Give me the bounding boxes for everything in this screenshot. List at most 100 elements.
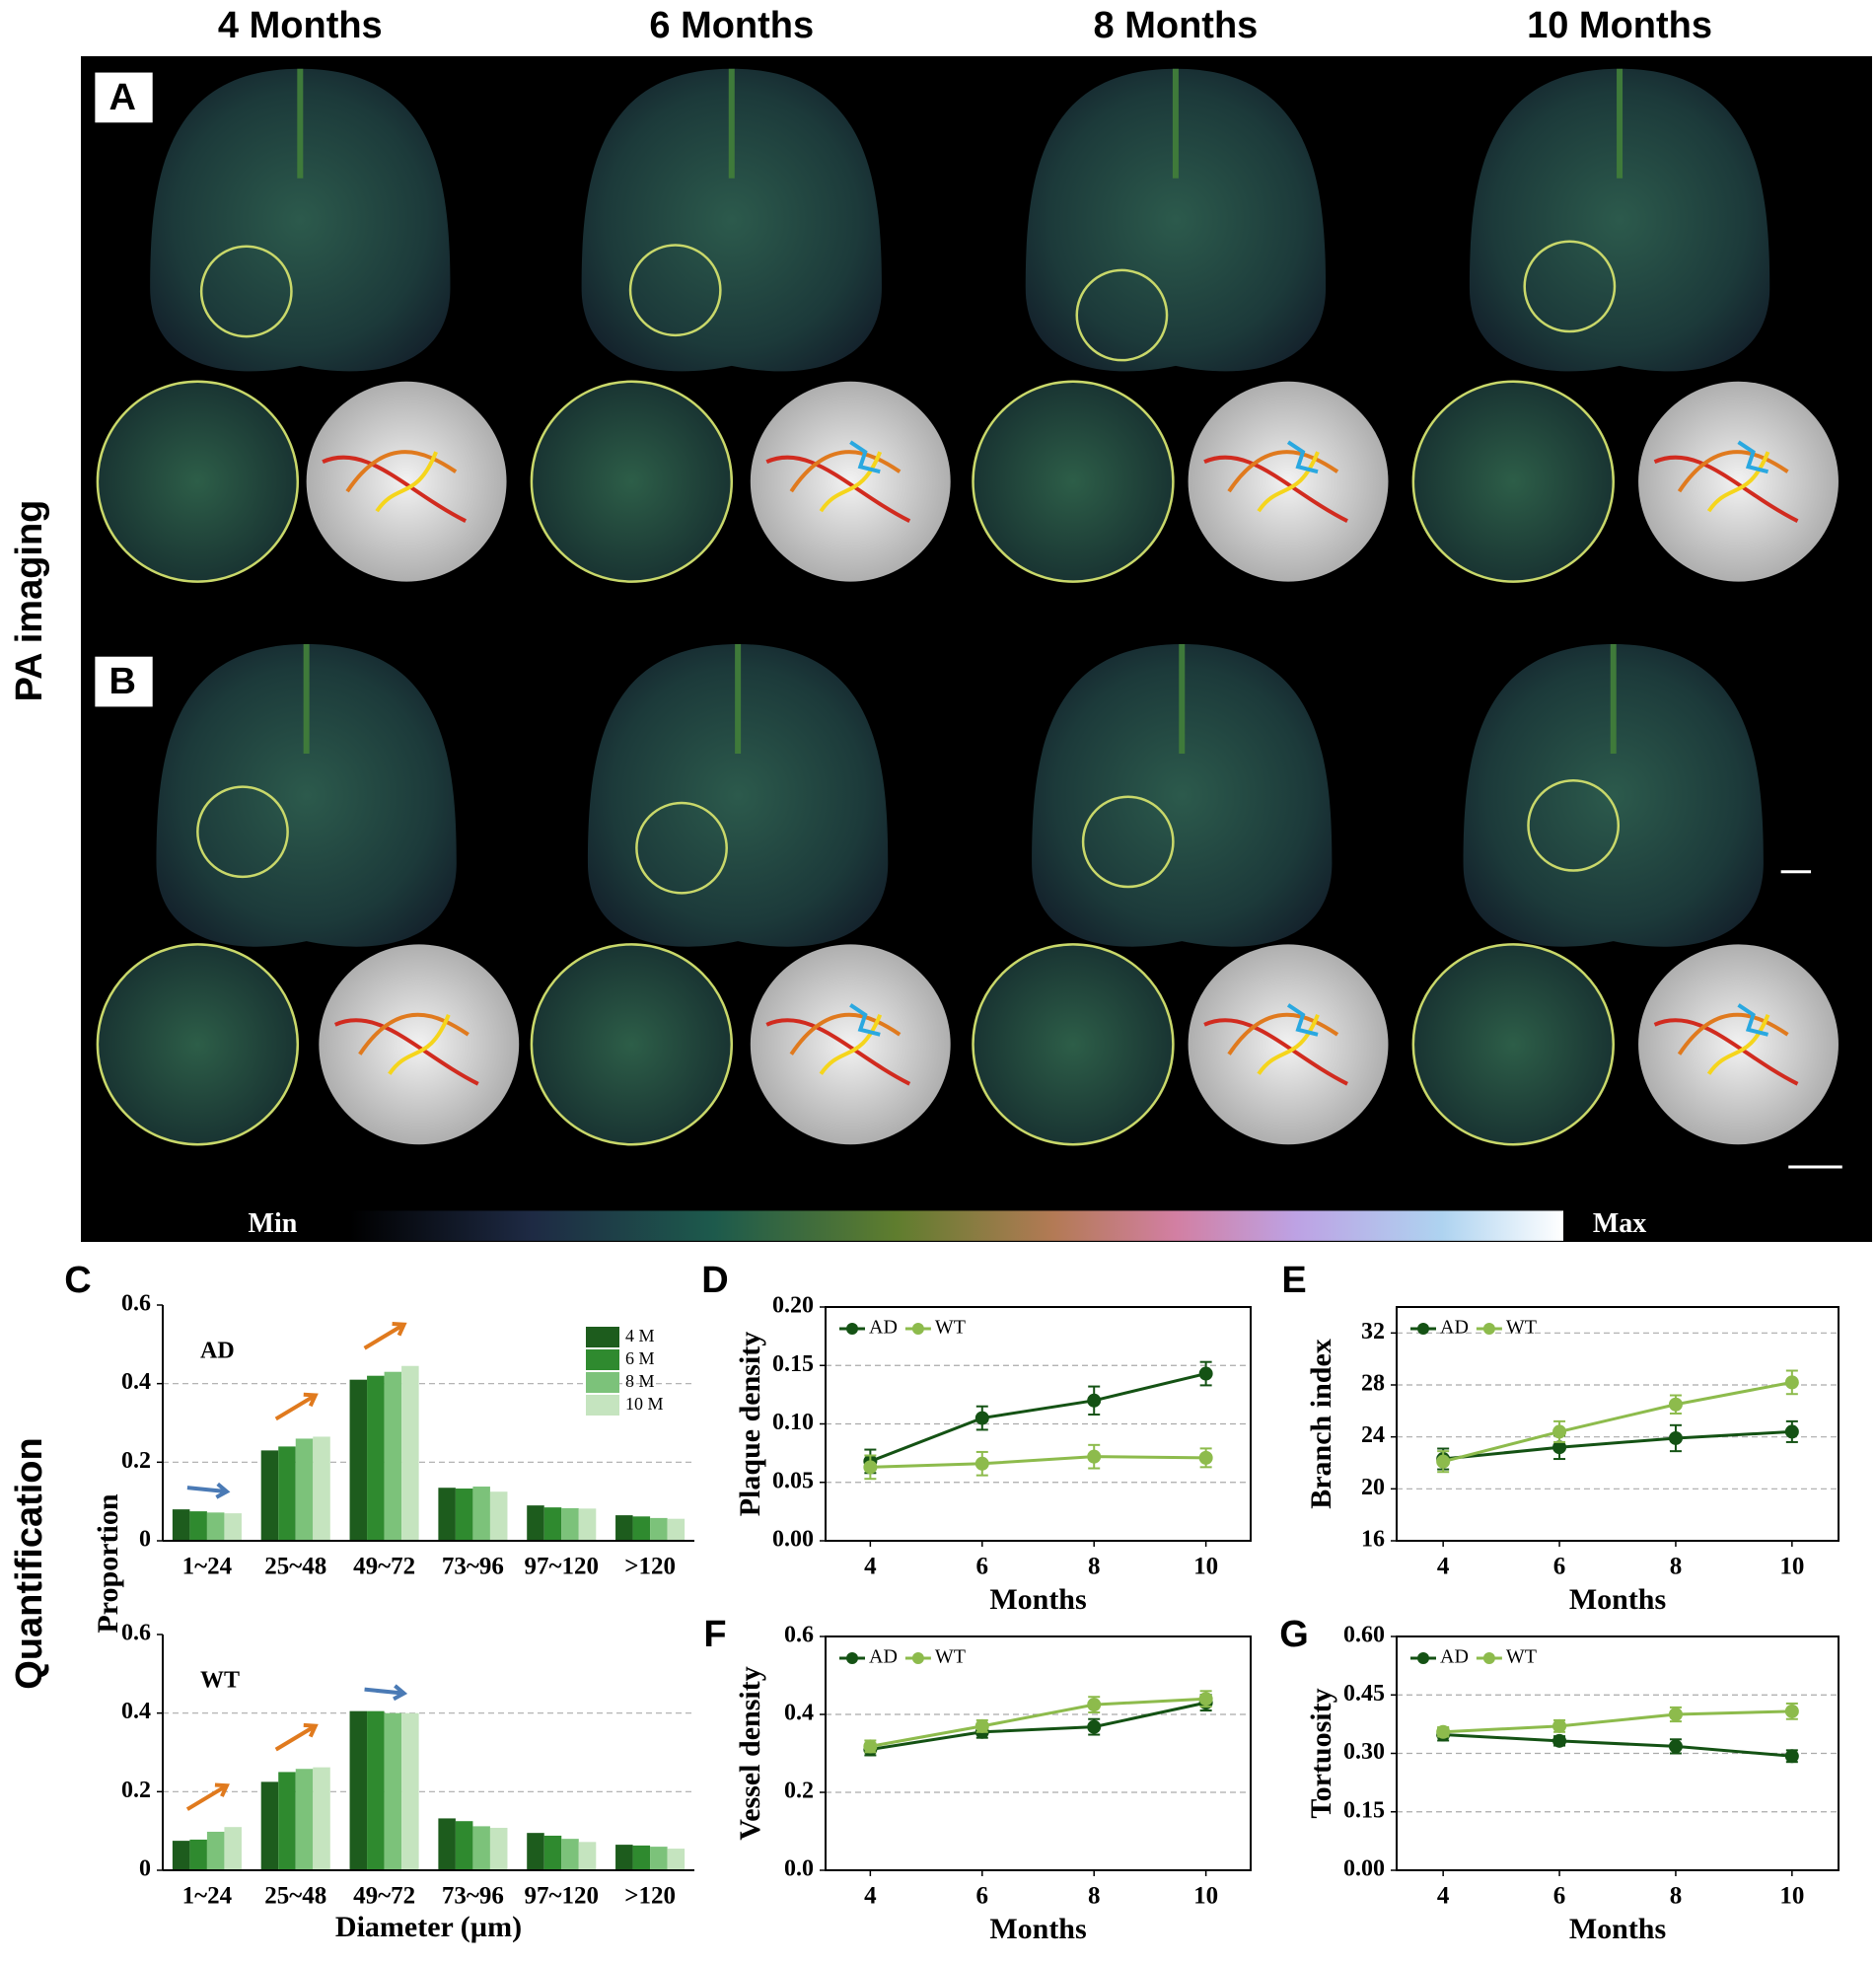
- pa-zoom: [530, 943, 734, 1146]
- vessel-trace: [1706, 451, 1770, 513]
- roi-circle: [196, 785, 289, 879]
- trend-arrow: [185, 1783, 228, 1811]
- vessel-trace: [765, 1018, 911, 1086]
- legend-marker: [1482, 1652, 1495, 1664]
- bar: [561, 1507, 579, 1541]
- bar: [472, 1487, 490, 1541]
- point: [1087, 1449, 1102, 1464]
- point: [1668, 1430, 1683, 1445]
- y-tick-label: 0.4: [784, 1701, 814, 1726]
- roi-circle: [1527, 778, 1621, 872]
- trend-arrow-head: [303, 1722, 319, 1738]
- bar: [260, 1450, 279, 1541]
- x-tick-label: 8: [1670, 1554, 1683, 1580]
- y-tick-label: 0.15: [772, 1351, 814, 1377]
- y-tick-label: 0.6: [121, 1291, 151, 1317]
- pa-zoom: [96, 380, 300, 583]
- x-tick-label: 10: [1193, 1883, 1218, 1910]
- point: [1436, 1724, 1451, 1739]
- vessel-trace: [358, 1012, 469, 1055]
- y-tick-label: 0.4: [121, 1699, 151, 1724]
- y-tick-label: 0.05: [772, 1468, 814, 1493]
- bar: [472, 1826, 490, 1870]
- y-tick-label: 20: [1361, 1475, 1385, 1500]
- trend-arrow: [186, 1486, 228, 1494]
- x-tick-label: 6: [976, 1554, 989, 1580]
- series-line: [1443, 1429, 1792, 1461]
- brain-image: [1469, 68, 1770, 372]
- bar: [667, 1849, 685, 1870]
- trend-arrow: [274, 1723, 317, 1752]
- bar: [489, 1491, 508, 1541]
- trend-arrow-head: [393, 1684, 408, 1702]
- imaging-layout: A B Min Max: [95, 68, 1842, 1241]
- skeleton-zoom: [319, 944, 520, 1145]
- skeleton-zoom: [750, 944, 951, 1145]
- skeleton-zoom: [1638, 381, 1839, 582]
- bar: [578, 1508, 597, 1541]
- bar: [172, 1509, 190, 1541]
- point: [1552, 1718, 1567, 1733]
- column-header: 4 Months: [218, 5, 383, 46]
- vessel-trace: [789, 1012, 902, 1055]
- vessel-trace: [1257, 1014, 1320, 1075]
- y-tick-label: 0.0: [784, 1856, 814, 1882]
- legend-swatch: [586, 1372, 619, 1393]
- bar: [367, 1375, 385, 1541]
- row-title: Quantification: [9, 1437, 50, 1689]
- x-tick-label: 1~24: [182, 1554, 233, 1580]
- bar: [189, 1511, 207, 1541]
- point: [1784, 1749, 1799, 1764]
- panel-label: A: [109, 77, 136, 118]
- row-title: PA imaging: [9, 500, 50, 702]
- legend-marker: [846, 1323, 858, 1335]
- trend-arrow-head: [303, 1392, 319, 1408]
- legend-label: AD: [869, 1317, 898, 1339]
- legend-swatch: [586, 1327, 619, 1347]
- y-tick-label: 0.4: [121, 1369, 151, 1395]
- y-tick-label: 16: [1361, 1527, 1385, 1553]
- vessel-trace: [819, 1014, 883, 1075]
- skeleton-zoom: [1188, 944, 1389, 1145]
- roi-circle: [635, 801, 728, 895]
- legend-label: AD: [1440, 1646, 1469, 1668]
- bar: [313, 1436, 330, 1541]
- bar: [543, 1507, 562, 1541]
- roi-circle: [628, 244, 722, 337]
- vessel-trace: [849, 440, 881, 474]
- series-line: [1442, 1380, 1793, 1464]
- x-tick-label: 8: [1088, 1554, 1101, 1580]
- colorbar-min: Min: [249, 1208, 298, 1239]
- bar: [367, 1710, 385, 1870]
- y-axis-label: Vessel density: [734, 1666, 766, 1840]
- vessel-trace: [1706, 1014, 1770, 1075]
- point: [974, 1456, 989, 1471]
- plot-frame: [825, 1306, 1252, 1542]
- x-tick-label: 6: [1553, 1883, 1566, 1910]
- bar: [206, 1831, 225, 1870]
- panel-label: C: [64, 1260, 91, 1301]
- column-header: 8 Months: [1094, 5, 1259, 46]
- bar: [667, 1518, 685, 1541]
- vessel-trace: [765, 455, 911, 523]
- x-tick-label: 4: [864, 1554, 877, 1580]
- series-line: [1443, 1733, 1792, 1758]
- pa-zoom: [1411, 380, 1615, 583]
- bar: [401, 1365, 419, 1541]
- bar: [455, 1489, 473, 1541]
- y-tick-label: 32: [1361, 1319, 1385, 1344]
- point: [1087, 1719, 1102, 1734]
- trend-arrow-head: [214, 1782, 230, 1797]
- vessel-trace: [1227, 450, 1339, 493]
- vessel-trace: [333, 1018, 479, 1086]
- brain-image: [1025, 68, 1327, 372]
- point: [1668, 1739, 1683, 1754]
- bar: [578, 1842, 597, 1870]
- bar: [206, 1512, 225, 1541]
- vessel-trace: [1203, 1018, 1348, 1086]
- legend-label: AD: [869, 1646, 898, 1668]
- bar: [561, 1839, 579, 1870]
- x-tick-label: 6: [1553, 1554, 1566, 1580]
- point: [1668, 1397, 1683, 1412]
- point: [1784, 1704, 1799, 1718]
